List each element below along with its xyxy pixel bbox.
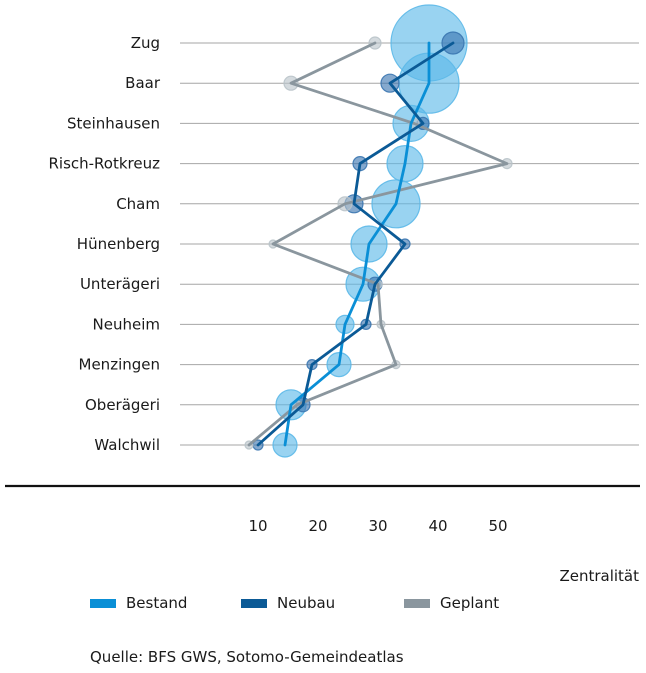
category-labels: Zug Baar Steinhausen Risch-Rotkreuz Cham Hüne… (48, 34, 160, 454)
legend-swatch-geplant (404, 598, 430, 608)
category-label-unterageri: Unterägeri (80, 275, 160, 293)
series-lines (247, 41, 509, 447)
legend-swatch-bestand (90, 598, 116, 608)
category-label-oberageri: Oberägeri (85, 396, 160, 414)
legend: Bestand Neubau Geplant (90, 594, 499, 612)
legend-label-neubau: Neubau (277, 594, 336, 612)
category-label-risch-rotkreuz: Risch-Rotkreuz (48, 155, 160, 173)
x-tick-50: 50 (488, 517, 507, 535)
x-axis-title: Zentralität (559, 567, 639, 585)
x-tick-30: 30 (368, 517, 387, 535)
series-line-geplant (247, 41, 509, 447)
category-label-hunenberg: Hünenberg (77, 235, 160, 253)
category-label-walchwil: Walchwil (94, 436, 160, 454)
series-line-neubau (256, 41, 455, 447)
category-label-menzingen: Menzingen (79, 356, 160, 374)
category-label-baar: Baar (125, 74, 161, 92)
legend-item-geplant: Geplant (404, 594, 499, 612)
x-tick-10: 10 (248, 517, 267, 535)
category-label-cham: Cham (116, 195, 160, 213)
legend-swatch-neubau (241, 598, 267, 608)
category-label-steinhausen: Steinhausen (67, 114, 160, 132)
series-line-bestand (283, 41, 431, 447)
category-label-neuheim: Neuheim (93, 315, 160, 333)
legend-label-bestand: Bestand (126, 594, 188, 612)
legend-label-geplant: Geplant (440, 594, 500, 612)
source-note: Quelle: BFS GWS, Sotomo-Gemeindeatlas (90, 648, 404, 666)
category-label-zug: Zug (131, 34, 160, 52)
legend-item-neubau: Neubau (241, 594, 404, 612)
x-tick-20: 20 (308, 517, 327, 535)
legend-item-bestand: Bestand (90, 594, 241, 612)
x-tick-40: 40 (428, 517, 447, 535)
x-tick-labels: 10 20 30 40 50 (248, 517, 507, 535)
